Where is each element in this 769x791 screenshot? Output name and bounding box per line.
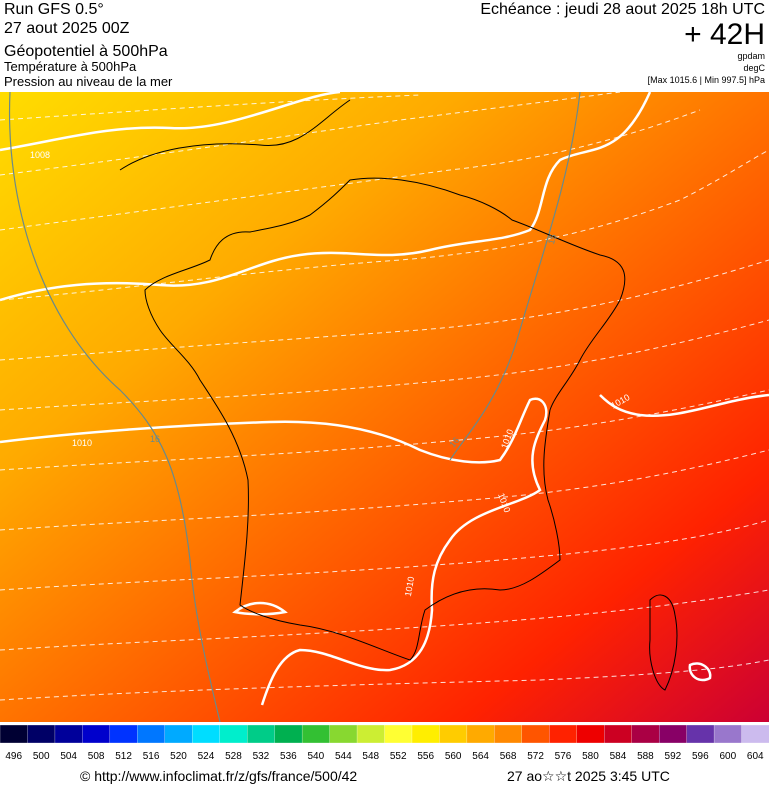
map-background (0, 92, 769, 722)
temperature-contours (8, 92, 581, 722)
isobars (0, 92, 769, 706)
colorbar-swatch (631, 724, 660, 744)
colorbar-label: 596 (692, 751, 709, 762)
subtitle: Température à 500hPa (4, 59, 137, 74)
colorbar-label: 564 (472, 751, 489, 762)
run-label: Run GFS 0.5° (4, 1, 104, 18)
contour-label: 16 (150, 434, 160, 444)
unit: gpdam (737, 51, 765, 61)
colorbar-swatch (549, 724, 578, 744)
colorbar-label: 584 (610, 751, 627, 762)
colorbar-swatch (247, 724, 276, 744)
source-url: © http://www.infoclimat.fr/z/gfs/france/… (80, 768, 357, 784)
colorbar-label: 524 (198, 751, 215, 762)
colorbar-label: 576 (555, 751, 572, 762)
colorbar-swatch (713, 724, 743, 744)
colorbar-label: 572 (527, 751, 544, 762)
contour-label: 15 (546, 233, 558, 245)
contour-label: 16 (447, 435, 461, 449)
colorbar-label: 548 (362, 751, 379, 762)
colorbar-swatch (494, 724, 523, 744)
colorbar-label: 508 (88, 751, 105, 762)
colorbar-label: 560 (445, 751, 462, 762)
contour-label: 1008 (30, 150, 50, 160)
colorbar-label: 604 (747, 751, 764, 762)
colorbar-swatch (274, 724, 303, 744)
subtitle: Pression au niveau de la mer (4, 74, 173, 89)
colorbar-label: 540 (307, 751, 324, 762)
unit: degC (743, 63, 765, 73)
colorbar-swatch (82, 724, 111, 744)
colorbar-swatch (439, 724, 468, 744)
contour-label: 1010 (403, 576, 416, 597)
colorbar-label: 580 (582, 751, 599, 762)
coastline (119, 99, 678, 691)
colorbar-swatch (54, 724, 84, 744)
colorbar-label: 544 (335, 751, 352, 762)
colorbar-swatch (466, 724, 496, 744)
colorbar-label: 500 (33, 751, 50, 762)
colorbar-label: 592 (665, 751, 682, 762)
colorbar-swatch (604, 724, 633, 744)
colorbar-label: 556 (417, 751, 434, 762)
colorbar-swatch (411, 724, 441, 744)
valid-time: Echéance : jeudi 28 aout 2025 18h UTC (480, 1, 765, 18)
colorbar-label: 520 (170, 751, 187, 762)
colorbar-swatch (329, 724, 358, 744)
colorbar-label: 552 (390, 751, 407, 762)
colorbar-label: 496 (5, 751, 22, 762)
colorbar-label: 528 (225, 751, 242, 762)
colorbar-swatch (164, 724, 193, 744)
colorbar-swatch (521, 724, 550, 744)
colorbar-swatch (0, 724, 29, 744)
colorbar: 496 500 504 508 512 516 520 524 528 532 536 540 544 5… (0, 724, 769, 762)
map: 1008 1010 1010 1010 1010 1010 15 16 16 (0, 92, 769, 722)
colorbar-swatch (741, 724, 769, 744)
lead-time: + 42H (684, 18, 765, 51)
colorbar-swatch (686, 724, 715, 744)
colorbar-swatch (192, 724, 221, 744)
generated-time: 27 ao☆☆t 2025 3:45 UTC (507, 768, 670, 784)
colorbar-swatch (576, 724, 605, 744)
contour-label: 1010 (72, 438, 92, 448)
colorbar-swatch (301, 724, 331, 744)
pressure-range: [Max 1015.6 | Min 997.5] hPa (648, 75, 765, 85)
colorbar-label: 568 (500, 751, 517, 762)
colorbar-label: 600 (719, 751, 736, 762)
colorbar-label: 532 (253, 751, 270, 762)
colorbar-swatch (109, 724, 138, 744)
map-title: Géopotentiel à 500hPa (4, 43, 168, 60)
colorbar-swatch (384, 724, 413, 744)
colorbar-swatch (356, 724, 386, 744)
colorbar-label: 536 (280, 751, 297, 762)
colorbar-label: 588 (637, 751, 654, 762)
colorbar-swatch (137, 724, 166, 744)
run-date: 27 aout 2025 00Z (4, 20, 130, 37)
colorbar-swatch (27, 724, 56, 744)
colorbar-swatch (219, 724, 248, 744)
colorbar-label: 516 (143, 751, 160, 762)
colorbar-label: 504 (60, 751, 77, 762)
colorbar-label: 512 (115, 751, 132, 762)
colorbar-swatch (658, 724, 688, 744)
